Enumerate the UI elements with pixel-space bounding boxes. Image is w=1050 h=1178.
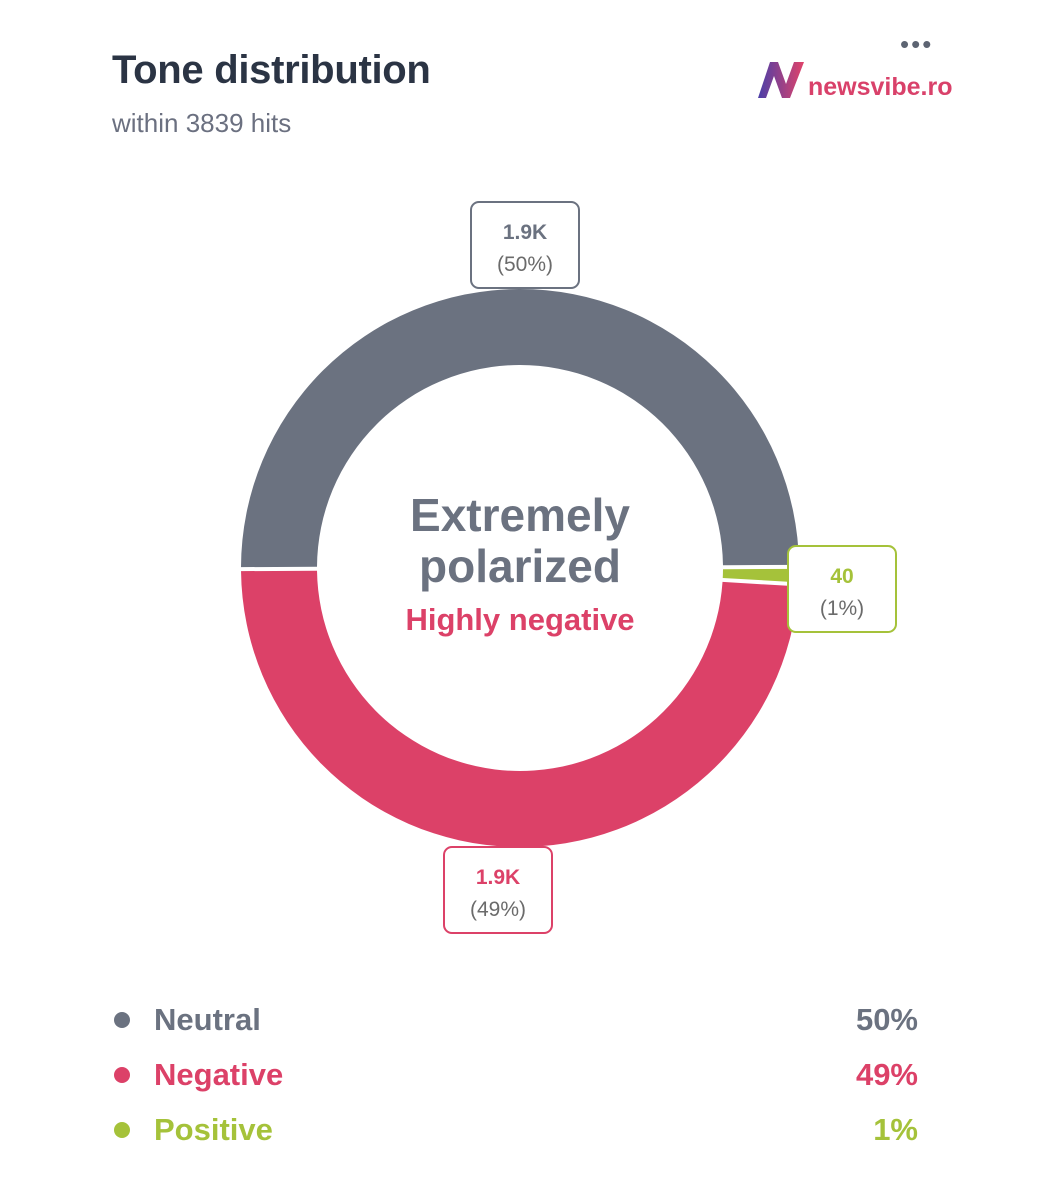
legend-label: Positive [154,1111,273,1147]
newsvibe-n-logo-icon [758,62,804,98]
legend-dot-icon [114,1066,130,1083]
slice-value-label: 1.9K [503,221,547,244]
slice-value-label: 40 [830,565,853,588]
slice-label-box [470,201,580,289]
tone-donut-chart: 1.9K (50%) 40 (1%) 1.9K (49%) Extremelypolariz… [241,201,897,934]
legend-value: 49% [855,1056,918,1092]
center-tone-label: Highly negative [405,602,634,637]
slice-value-label: 1.9K [476,866,520,889]
slice-label-neutral: 1.9K (50%) [470,201,580,289]
slice-percent-label: (50%) [497,253,553,276]
slice-percent-label: (1%) [820,597,864,620]
slice-label-positive: 40 (1%) [787,545,897,633]
chart-title: Tone distribution [112,48,431,92]
legend-item-negative[interactable]: Negative 49% [112,1047,918,1102]
legend-item-neutral[interactable]: Neutral 50% [112,992,918,1047]
center-status-line2: polarized [419,540,621,592]
legend-dot-icon [114,1121,130,1138]
logo-text: newsvibe.ro [808,72,953,101]
legend-value: 1% [873,1111,918,1147]
slice-percent-label: (49%) [470,898,526,921]
more-options-icon[interactable]: ••• [900,29,934,59]
chart-subtitle: within 3839 hits [112,108,292,138]
legend-label: Neutral [154,1001,261,1037]
center-status-line1: Extremely [410,489,630,541]
slice-label-box [787,545,897,633]
legend-value: 50% [855,1001,918,1037]
newsvibe-logo: newsvibe.ro [756,54,953,104]
donut-slice-positive[interactable] [722,568,799,583]
slice-label-box [443,846,553,934]
legend-dot-icon [114,1011,130,1028]
legend-label: Negative [154,1056,284,1092]
donut-slice-negative[interactable] [241,570,799,848]
donut-slice-neutral[interactable] [241,289,799,568]
chart-legend: Neutral 50% Negative 49% Positive 1% [112,992,918,1157]
legend-item-positive[interactable]: Positive 1% [112,1102,918,1157]
slice-label-negative: 1.9K (49%) [443,846,553,934]
